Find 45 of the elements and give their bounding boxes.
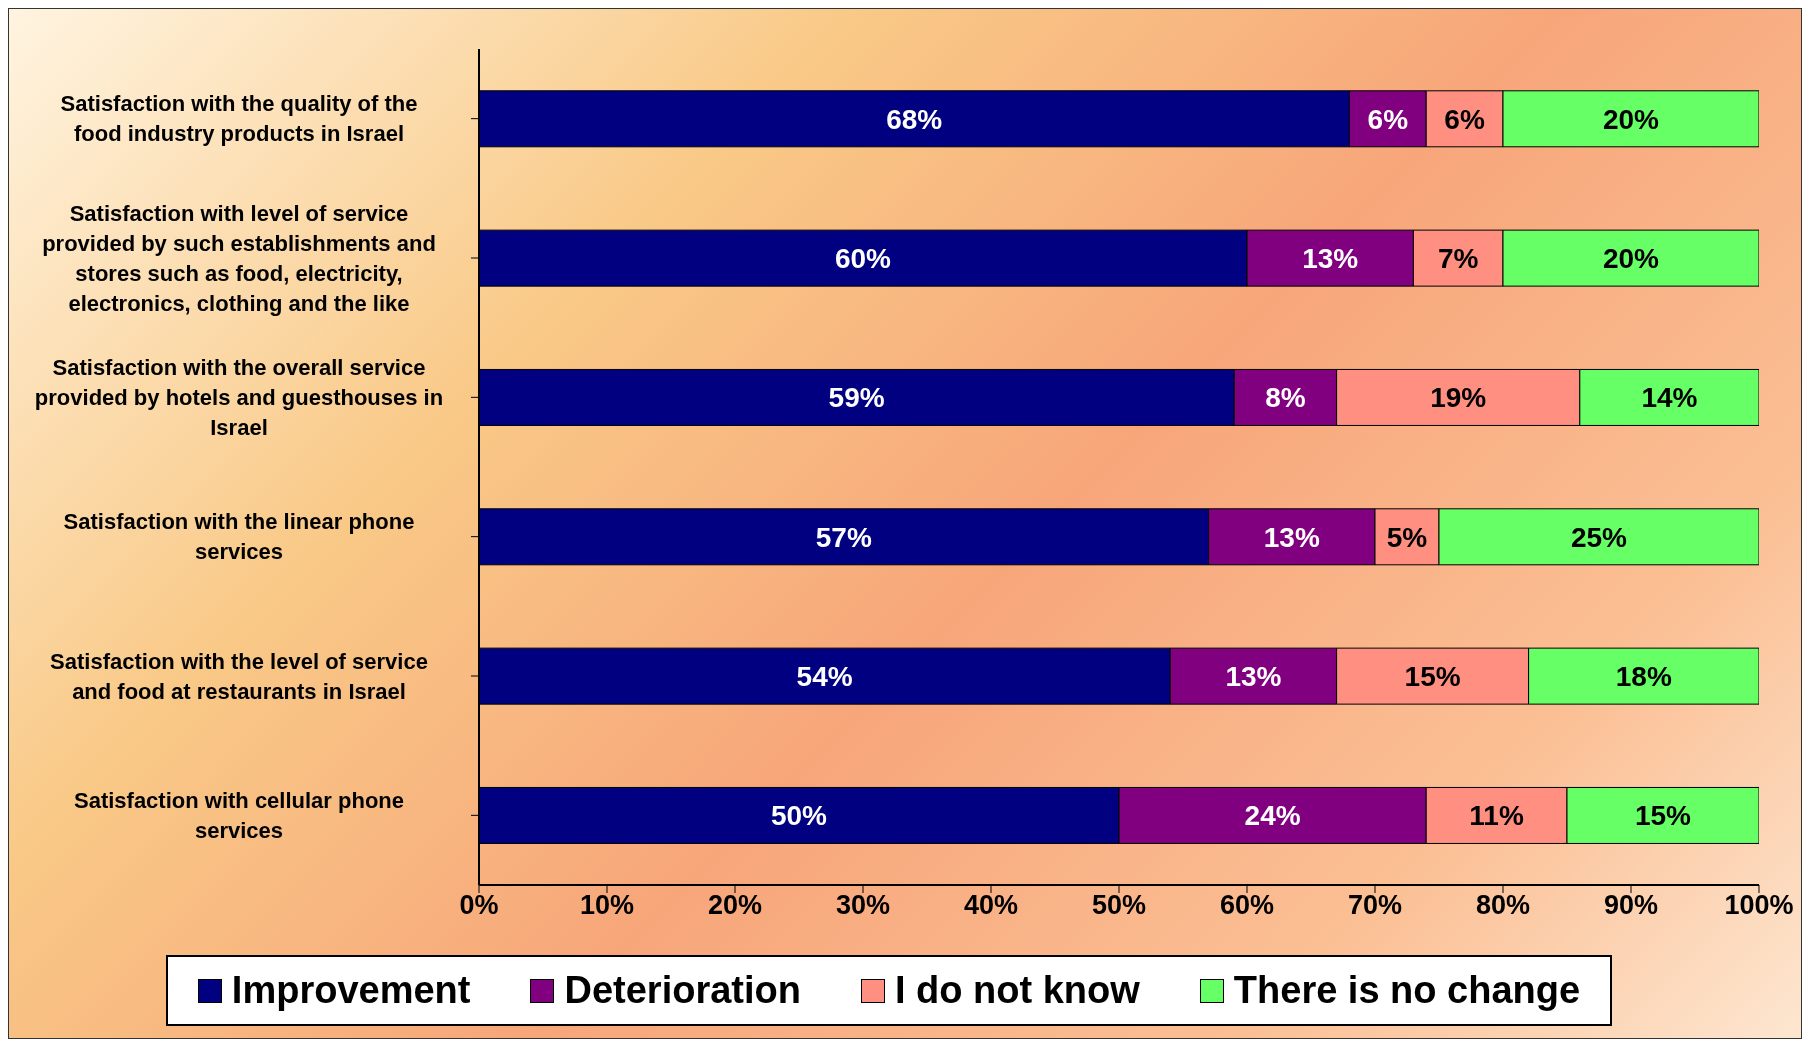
data-label: 20% bbox=[1602, 242, 1660, 274]
y-tick-label: Satisfaction with cellular phone services bbox=[73, 788, 405, 844]
x-tick-label: 30% bbox=[835, 890, 891, 921]
data-label: 15% bbox=[1634, 800, 1692, 832]
legend-label: There is no change bbox=[1233, 969, 1581, 1012]
x-tick-label: 50% bbox=[1091, 890, 1147, 921]
data-label: 15% bbox=[1404, 660, 1461, 692]
legend-label: Improvement bbox=[231, 969, 471, 1012]
data-label: 19% bbox=[1430, 382, 1487, 414]
data-label: 25% bbox=[1570, 521, 1628, 553]
x-tick-label: 100% bbox=[1724, 890, 1794, 921]
data-label: 54% bbox=[796, 660, 853, 692]
data-label: 24% bbox=[1244, 800, 1301, 832]
data-label: 14% bbox=[1641, 382, 1698, 414]
y-tick-label: Satisfaction with the linear phone services bbox=[63, 509, 415, 565]
data-label: 11% bbox=[1469, 800, 1524, 832]
y-tick-label: Satisfaction with the overall service provided by hotels and guesthouses in Israel bbox=[34, 355, 444, 441]
x-tick-label: 20% bbox=[707, 890, 763, 921]
x-tick-label: 90% bbox=[1603, 890, 1659, 921]
y-tick-label: Satisfaction with the quality of the food industry products in Israel bbox=[60, 91, 418, 147]
data-label: 50% bbox=[770, 800, 828, 832]
data-label: 5% bbox=[1386, 521, 1428, 553]
legend-label: Deterioration bbox=[564, 969, 801, 1012]
data-label: 13% bbox=[1263, 521, 1320, 553]
data-label: 7% bbox=[1437, 242, 1479, 274]
data-label: 8% bbox=[1265, 382, 1306, 414]
y-tick-label: Satisfaction with the level of service and food at restaurants in Israel bbox=[50, 648, 428, 704]
data-label: 13% bbox=[1302, 242, 1359, 274]
data-label: 6% bbox=[1444, 103, 1485, 135]
x-tick-label: 60% bbox=[1219, 890, 1275, 921]
legend-label: I do not know bbox=[894, 969, 1140, 1012]
data-label: 59% bbox=[828, 382, 885, 414]
data-label: 68% bbox=[886, 103, 943, 135]
data-label: 18% bbox=[1615, 660, 1672, 692]
x-tick-label: 70% bbox=[1347, 890, 1403, 921]
x-tick-label: 80% bbox=[1475, 890, 1531, 921]
data-label: 13% bbox=[1225, 660, 1282, 692]
y-tick-label: Satisfaction with level of service provided by such establishments and stores such as food, electricity, electronics, clothing and the like bbox=[42, 200, 436, 316]
data-label: 60% bbox=[834, 242, 892, 274]
x-tick-label: 40% bbox=[963, 890, 1019, 921]
data-label: 57% bbox=[815, 521, 872, 553]
x-tick-label: 10% bbox=[579, 890, 635, 921]
data-label: 6% bbox=[1367, 103, 1409, 135]
data-label: 20% bbox=[1602, 103, 1660, 135]
x-tick-label: 0% bbox=[459, 890, 499, 921]
